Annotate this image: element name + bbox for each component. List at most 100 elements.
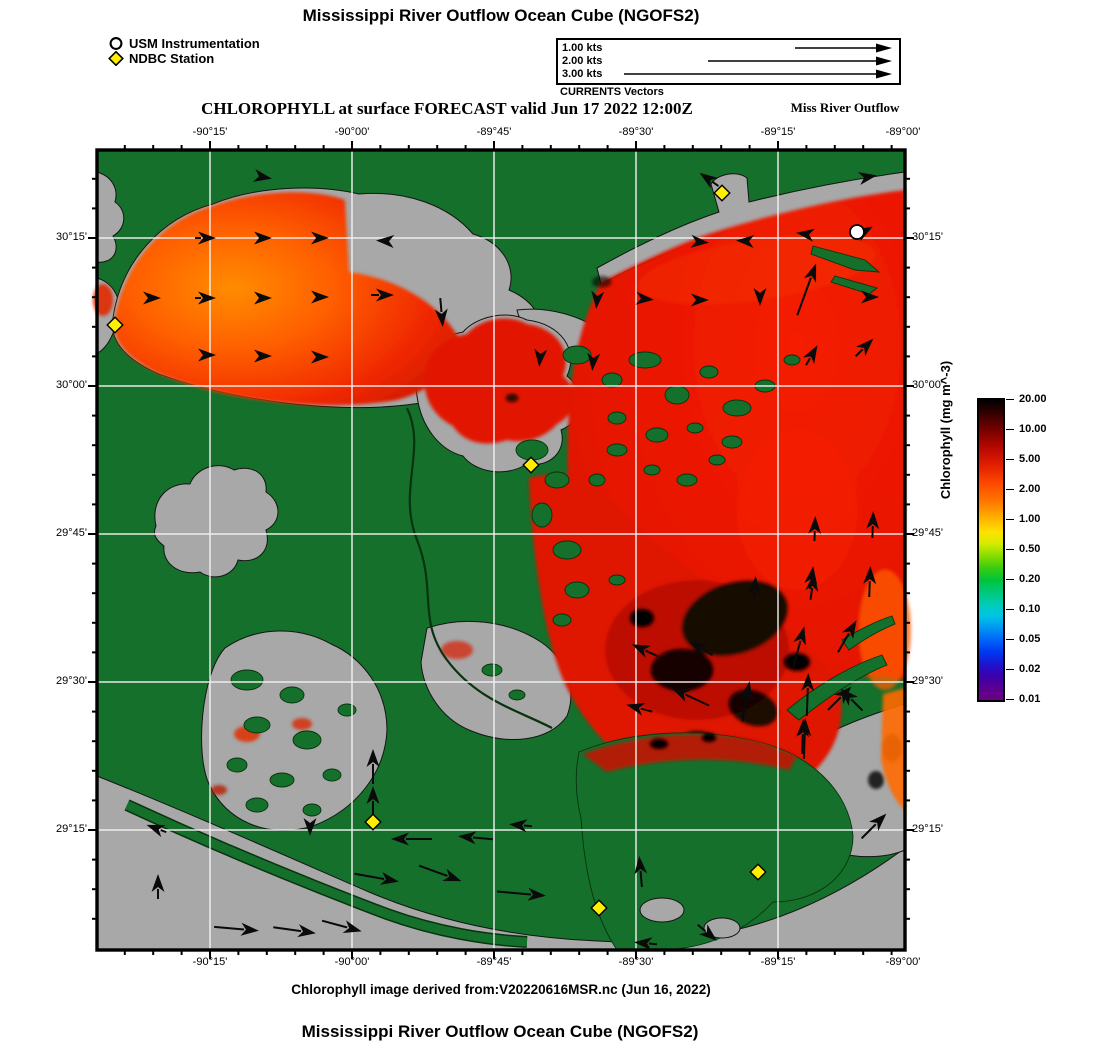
colorbar-tick [1006,489,1014,490]
marker-legend: USM Instrumentation NDBC Station [108,36,260,66]
colorbar-tick-label: 0.05 [1019,633,1041,645]
x-axis-label: -89°45' [476,126,512,138]
current-vector-arrow [866,511,880,539]
current-vector-arrow [434,297,448,327]
y-axis-label: 29°15' [56,823,87,835]
barrier-coast-strip [125,800,528,947]
x-axis-label: -89°00' [885,956,921,968]
diamond-marker-icon [108,51,124,66]
current-vector-arrow [214,922,259,936]
current-vector-arrow [804,566,818,590]
y-axis-label: 29°30' [912,675,943,687]
current-vector-arrow [195,231,216,245]
colorbar-annotations: 20.00 10.00 5.00 2.00 1.00 0.50 0.20 0.10 0.05 0.… [977,394,1087,705]
current-vector-arrow [254,349,272,363]
y-axis-label: 30°00' [912,379,943,391]
current-vector-arrow [321,919,362,933]
region-label: Miss River Outflow [790,100,900,115]
west-edge-water [96,171,125,263]
current-vector-arrow [146,824,167,838]
legend-ndbc-label: NDBC Station [129,51,215,66]
map-border [95,148,907,952]
biloxi-marsh-sliver [810,245,881,273]
graticule-group [97,150,905,950]
current-vector-arrow [151,874,165,899]
ndbc-station-marker [749,863,767,881]
y-axis-label: 29°30' [56,675,87,687]
current-vector-arrow [591,290,605,309]
ndbc-station-marker [364,813,382,831]
current-vector-arrow [458,831,493,845]
vector-scale-label: 2.00 kts [562,54,603,67]
station-markers-group [106,184,865,917]
y-axis-label: 30°15' [912,231,943,243]
colorbar-tick [1006,549,1014,550]
forecast-subtitle: CHLOROPHYLL at surface FORECAST valid Ju… [201,99,693,118]
current-vector-arrow [311,350,329,364]
current-vector-arrow [354,872,399,885]
legend-ndbc-row: NDBC Station [108,51,260,66]
vector-scale-arrow [795,43,892,52]
current-vector-scale-box: 1.00 kts 2.00 kts 3.00 kts [556,38,901,85]
usm-instrument-marker [849,224,865,240]
current-vector-arrow [753,288,767,306]
current-vector-arrow [690,234,709,248]
lake-salvador-water [153,465,279,578]
current-vector-arrow [808,516,822,542]
y-axis-label: 30°00' [56,379,87,391]
map-canvas [88,141,914,959]
current-vector-arrow [253,169,272,182]
vector-scale-arrow [624,69,892,78]
x-axis-label: -89°15' [760,126,796,138]
chlorophyll-plume-lake-borgne [424,318,574,444]
vector-scale-row: 1.00 kts [562,41,895,54]
current-vector-arrow [796,263,817,316]
x-axis-label: -89°30' [618,956,654,968]
colorbar-tick [1006,579,1014,580]
current-vector-arrow [634,937,658,951]
colorbar [977,398,1005,702]
bay-notch [703,917,741,939]
chl-spot [211,785,227,795]
vector-scale-label: 3.00 kts [562,67,603,80]
current-vector-arrow [143,291,161,305]
current-vector-arrow [418,864,462,882]
current-vector-arrow [747,576,761,600]
colorbar-tick [1006,669,1014,670]
colorbar-tick-label: 0.01 [1019,693,1041,705]
current-vector-arrow [376,234,395,248]
x-axis-label: -89°00' [885,126,921,138]
bay-islands [226,663,526,817]
gulf-water [96,775,906,951]
colorbar-tick [1006,699,1014,700]
current-vector-arrow [198,348,216,362]
current-vector-arrow [689,641,714,657]
current-vector-arrow [391,832,432,846]
current-vector-arrow [736,234,755,248]
y-axis-label: 29°45' [56,527,87,539]
vector-scale-label: 1.00 kts [562,41,603,54]
current-vector-arrow [497,887,546,901]
x-axis-label: -89°45' [476,956,512,968]
colorbar-tick [1006,639,1014,640]
y-axis-label: 29°45' [912,527,943,539]
colorbar-tick-label: 0.20 [1019,573,1041,585]
current-vector-arrow [634,856,648,888]
colorbar-title: Chlorophyll (mg m^-3) [938,360,953,500]
chandeleur-sliver [786,654,888,721]
vector-scale-row: 3.00 kts [562,67,895,80]
source-caption: Chlorophyll image derived from:V20220616… [291,982,711,997]
current-vector-arrow [273,924,316,938]
colorbar-tick [1006,429,1014,430]
current-vector-arrow [792,626,806,669]
chl-orange-edge [881,688,905,810]
vector-scale-row: 2.00 kts [562,54,895,67]
vector-scale-arrow [708,56,892,65]
current-vector-arrow [635,291,654,305]
current-vector-arrow [801,673,815,717]
legend-usm-label: USM Instrumentation [129,36,260,51]
colorbar-tick-label: 0.02 [1019,663,1041,675]
current-vector-arrow [195,291,216,305]
colorbar-tick [1006,519,1014,520]
